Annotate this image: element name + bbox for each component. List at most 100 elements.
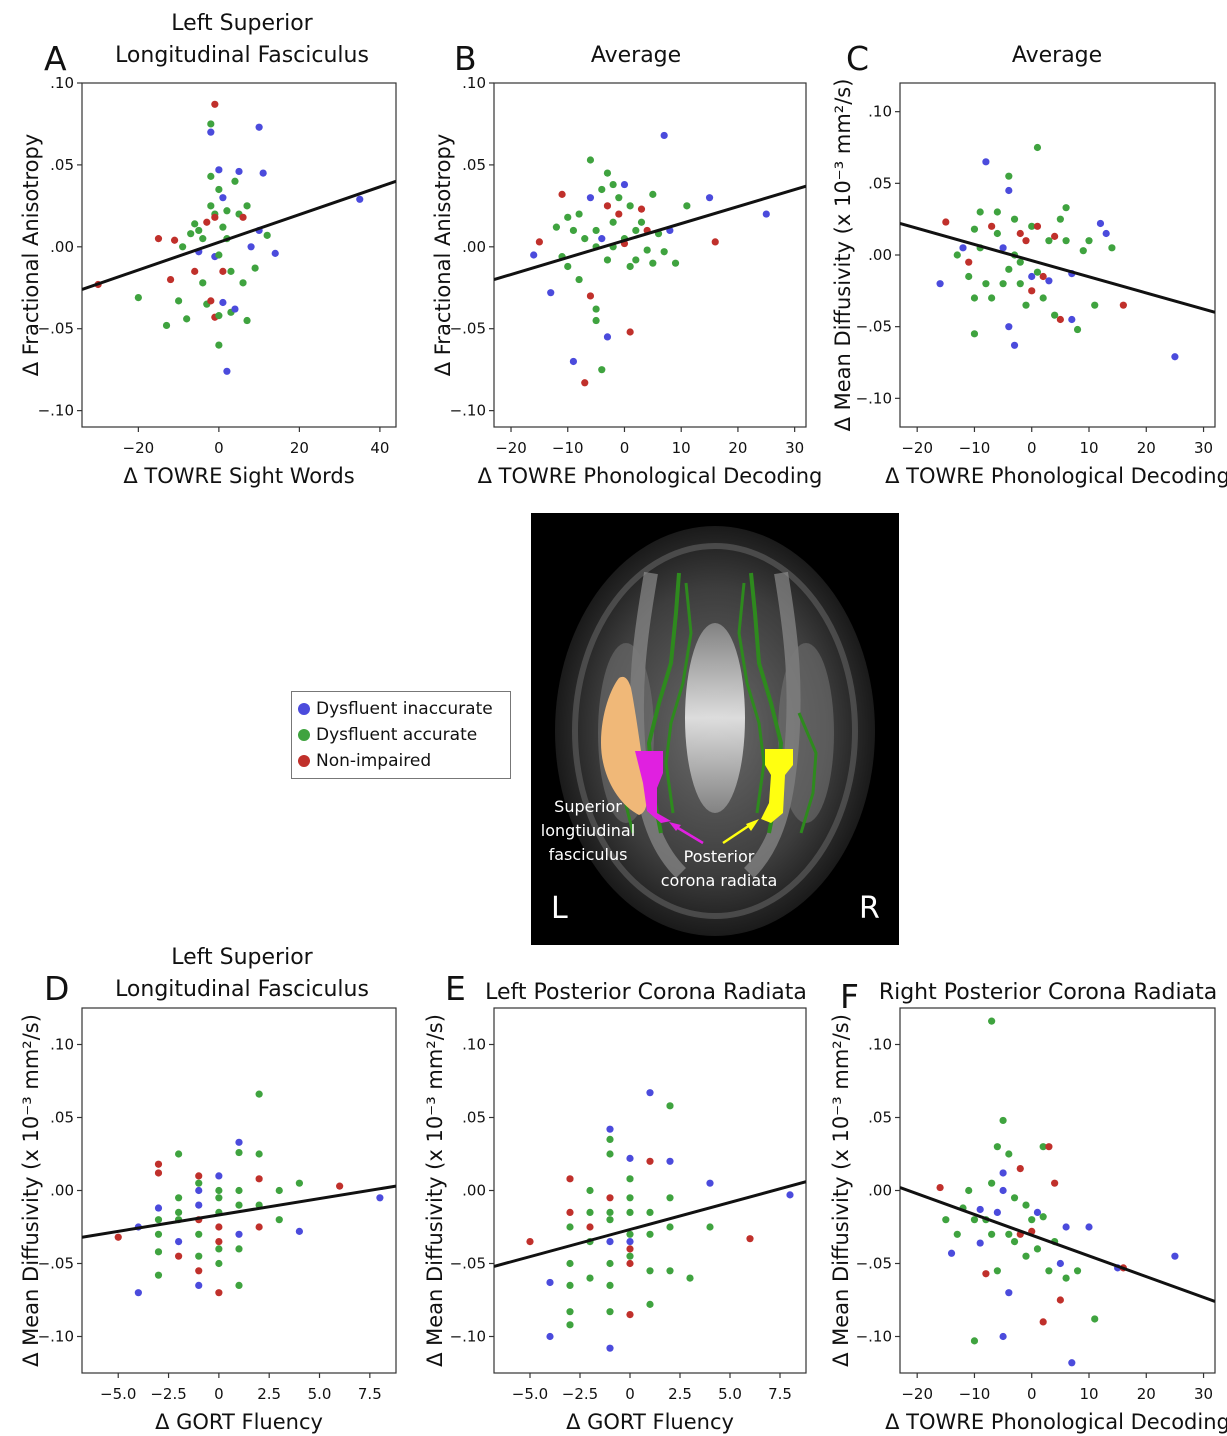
- x-tick-label: 20: [728, 439, 747, 457]
- data-point: [1051, 1179, 1059, 1187]
- y-axis-label: Δ Mean Diffusivity (x 10⁻³ mm²/s): [831, 79, 855, 432]
- slf-label: Superior longtiudinal fasciculus: [533, 795, 643, 867]
- slf-label-line: Superior: [554, 797, 622, 816]
- y-tick-label: .10: [868, 1036, 892, 1054]
- data-point: [586, 292, 595, 300]
- data-point: [195, 1186, 203, 1195]
- data-point: [586, 1208, 594, 1216]
- y-tick-label: −.10: [38, 402, 74, 420]
- data-point: [976, 208, 984, 216]
- data-point: [239, 213, 247, 221]
- data-point: [215, 1259, 223, 1268]
- x-tick-label: 10: [672, 439, 691, 457]
- data-point: [1045, 237, 1053, 245]
- legend-label: Dysfluent inaccurate: [316, 699, 493, 719]
- data-point: [1039, 1213, 1047, 1221]
- data-point: [195, 1281, 203, 1289]
- data-point: [993, 1208, 1001, 1216]
- pcr-label: Posterior corona radiata: [649, 845, 789, 893]
- data-point: [575, 210, 583, 218]
- x-tick-label: 20: [290, 439, 309, 457]
- data-point: [566, 1259, 574, 1268]
- data-point: [646, 1089, 654, 1097]
- data-point: [295, 1227, 303, 1235]
- data-point: [1062, 204, 1070, 212]
- x-tick-label: −5.0: [512, 1385, 548, 1403]
- panel-c: C Average .10 .05 .00 −.05 −.10 −20 −10 0 10 20 30 Δ …: [831, 39, 1227, 488]
- data-point: [219, 298, 227, 307]
- panel-title: Average: [1012, 43, 1102, 68]
- data-point: [953, 1230, 961, 1238]
- data-point: [235, 1230, 243, 1238]
- data-point: [959, 244, 967, 252]
- data-point: [626, 1230, 634, 1238]
- plot-frame: [899, 82, 1216, 428]
- data-point: [170, 236, 179, 244]
- data-point: [999, 1332, 1007, 1341]
- y-tick-label: −.05: [38, 320, 74, 338]
- data-point: [215, 185, 223, 194]
- data-point: [626, 1311, 634, 1319]
- data-point: [999, 1186, 1007, 1195]
- data-point: [666, 1267, 674, 1275]
- x-tick-label: 10: [1079, 439, 1098, 457]
- legend-item-dysfluent-inaccurate: Dysfluent inaccurate: [298, 696, 504, 722]
- data-point: [1085, 237, 1093, 245]
- data-point: [191, 220, 199, 228]
- y-tick-label: .05: [462, 1109, 486, 1127]
- data-point: [1005, 186, 1013, 195]
- data-point: [211, 100, 219, 108]
- data-point: [982, 1270, 990, 1278]
- data-point: [632, 256, 640, 264]
- data-point: [235, 1186, 243, 1195]
- data-point: [711, 238, 719, 246]
- data-point: [376, 1194, 384, 1202]
- data-point: [114, 1233, 122, 1241]
- data-point: [183, 315, 191, 323]
- regression-line: [900, 222, 1215, 314]
- panel-f: F Right Posterior Corona Radiata .10 .05 .00…: [829, 977, 1227, 1434]
- data-point: [215, 1289, 223, 1297]
- data-point: [1171, 1252, 1179, 1260]
- data-point: [1085, 1223, 1093, 1231]
- panel-title: Left Superior: [171, 11, 313, 36]
- x-tick-label: −20: [901, 439, 933, 457]
- data-point: [606, 1150, 614, 1158]
- data-point: [626, 1154, 634, 1162]
- regression-line: [900, 1186, 1215, 1303]
- data-point: [686, 1274, 694, 1282]
- data-point: [255, 1223, 263, 1231]
- data-point: [566, 1223, 574, 1231]
- panel-letter: A: [44, 39, 67, 78]
- y-tick-label: −.05: [856, 1255, 892, 1273]
- panel-title: Average: [591, 43, 681, 68]
- data-point: [993, 208, 1001, 216]
- data-point: [207, 172, 215, 180]
- data-point: [988, 222, 996, 230]
- data-point: [606, 1208, 614, 1216]
- data-layer: [82, 1090, 396, 1297]
- x-tick-label: −10: [552, 439, 584, 457]
- data-point: [988, 1179, 996, 1187]
- data-point: [154, 1204, 163, 1212]
- data-point: [1108, 244, 1116, 252]
- data-point: [603, 202, 612, 210]
- data-point: [336, 1182, 344, 1190]
- data-point: [706, 1223, 714, 1231]
- data-point: [626, 328, 634, 336]
- data-point: [535, 238, 543, 246]
- data-point: [942, 1216, 950, 1224]
- data-point: [581, 379, 589, 387]
- y-tick-label: .00: [462, 238, 486, 256]
- y-axis-label: Δ Fractional Anisotropy: [19, 134, 43, 377]
- data-point: [705, 194, 714, 202]
- data-point: [965, 272, 973, 281]
- data-point: [1028, 1216, 1036, 1224]
- x-axis-label: Δ GORT Fluency: [155, 1410, 323, 1434]
- data-point: [999, 1169, 1007, 1177]
- x-tick-label: 5.0: [308, 1385, 332, 1403]
- x-tick-label: −2.5: [150, 1385, 186, 1403]
- data-point: [603, 333, 612, 341]
- data-point: [195, 226, 203, 235]
- data-point: [175, 1194, 183, 1202]
